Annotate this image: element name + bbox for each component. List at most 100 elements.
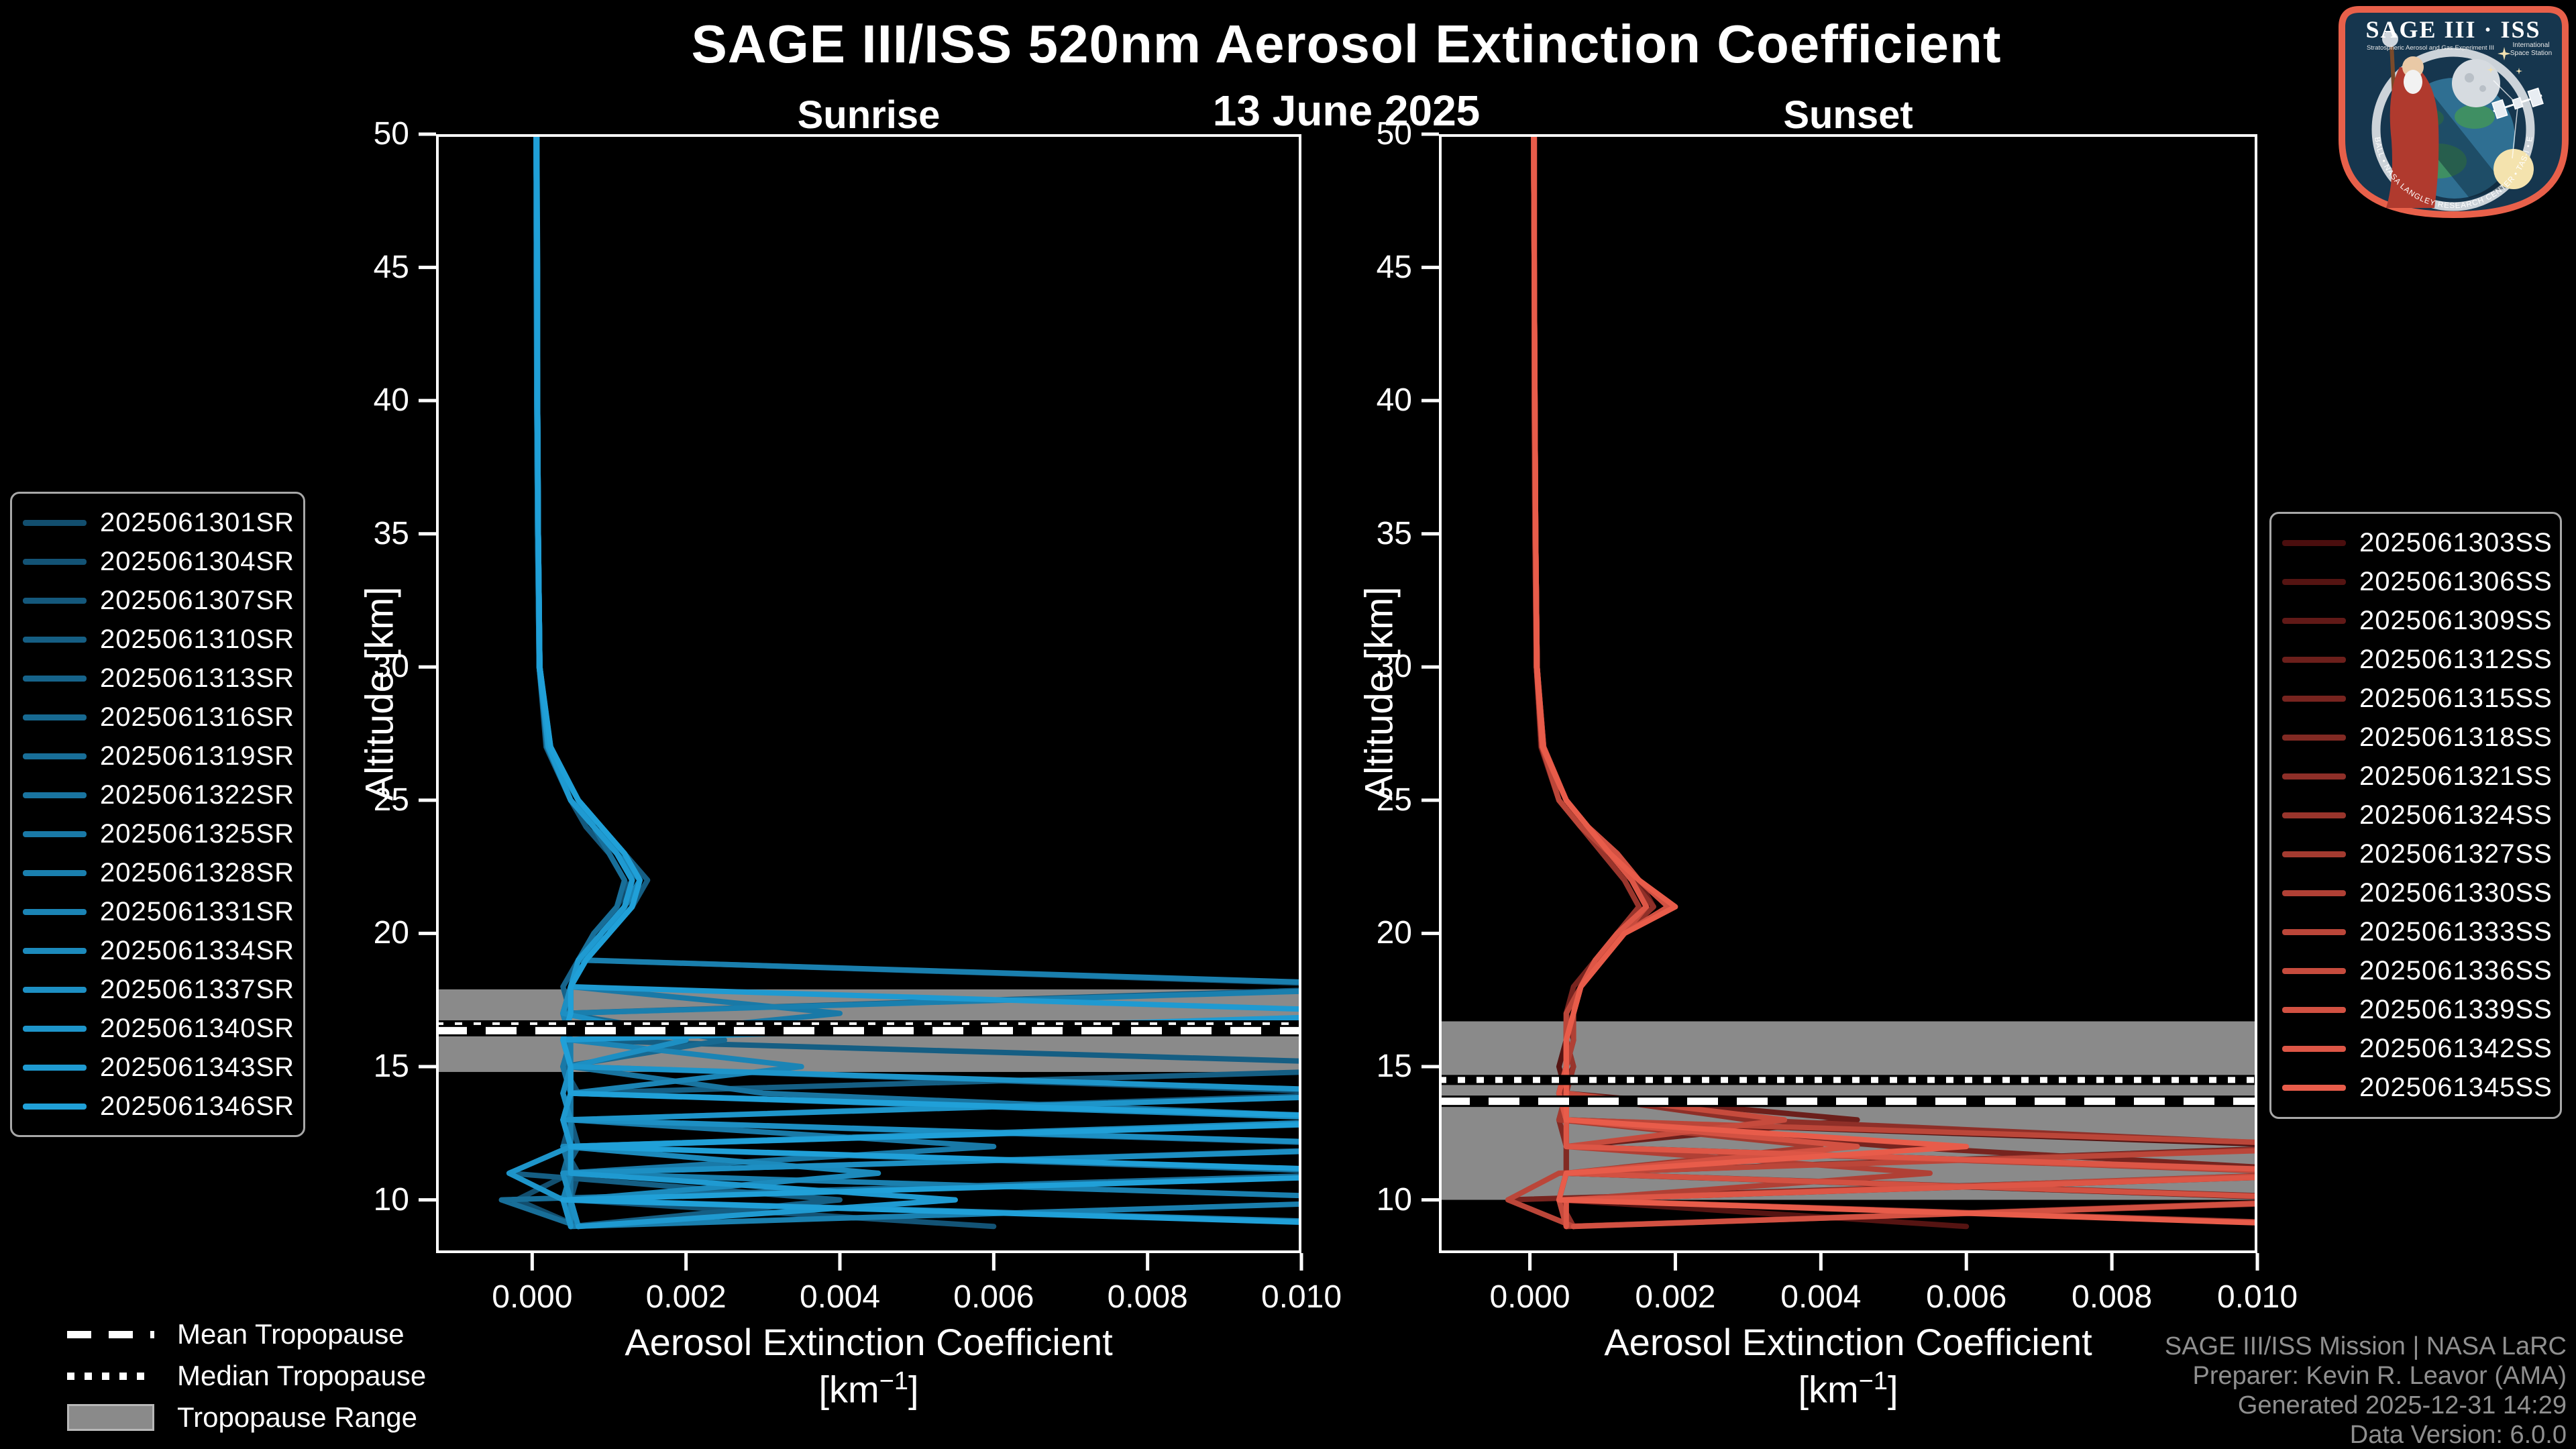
legend-line-swatch — [2282, 539, 2346, 546]
sunrise-panel-title: Sunrise — [797, 93, 941, 137]
tropopause-legend: Mean Tropopause Median Tropopause Tropop… — [67, 1313, 426, 1438]
legend-item-label: 2025061324SS — [2359, 800, 2553, 830]
legend-item-label: 2025061340SR — [100, 1013, 295, 1043]
x-tick-label: 0.010 — [1260, 1279, 1342, 1315]
legend-item-label: 2025061318SS — [2359, 722, 2553, 752]
legend-item-label: 2025061325SR — [100, 818, 295, 849]
legend-line-swatch — [23, 675, 87, 682]
legend-item-label: 2025061321SS — [2359, 761, 2553, 791]
legend-item: 2025061328SR — [12, 853, 303, 892]
legend-line-swatch — [23, 869, 87, 876]
legend-item: 2025061322SR — [12, 775, 303, 814]
unit-open: [km — [1798, 1368, 1859, 1411]
legend-line-swatch — [23, 519, 87, 526]
legend-line-swatch — [23, 1064, 87, 1071]
moon-crater — [2479, 85, 2486, 92]
y-tick-label: 35 — [1376, 515, 1412, 551]
x-tick-label: 0.008 — [1107, 1279, 1188, 1315]
legend-line-swatch — [23, 792, 87, 798]
unit-sup: −1 — [879, 1367, 908, 1395]
logo-title: SAGE III · ISS — [2365, 16, 2540, 43]
y-tick-label: 25 — [373, 782, 409, 818]
legend-item: 2025061340SR — [12, 1009, 303, 1048]
legend-item: 2025061304SR — [12, 542, 303, 581]
legend-item: 2025061313SR — [12, 659, 303, 698]
unit-close: ] — [908, 1368, 919, 1411]
y-tick-label: 15 — [373, 1049, 409, 1084]
y-tick-label: 10 — [1376, 1181, 1412, 1218]
x-tick-label: 0.004 — [1780, 1279, 1862, 1315]
legend-line-swatch — [23, 986, 87, 993]
star — [2498, 47, 2511, 60]
tropopause-range-swatch — [67, 1404, 154, 1431]
sunset-panel-title: Sunset — [1783, 93, 1913, 137]
legend-item-label: 2025061342SS — [2359, 1033, 2553, 1063]
legend-line-swatch — [2282, 1045, 2346, 1052]
legend-item-label: 2025061306SS — [2359, 566, 2553, 596]
logo-subtitle-left: Stratospheric Aerosol and Gas Experiment… — [2367, 44, 2494, 52]
sunrise-xlabel-unit: [km−1] — [818, 1367, 918, 1411]
legend-item: 2025061346SR — [12, 1087, 303, 1126]
legend-item: 2025061336SS — [2271, 951, 2560, 990]
y-tick-label: 25 — [1376, 782, 1412, 818]
unit-open: [km — [818, 1368, 879, 1411]
legend-line-swatch — [23, 830, 87, 837]
x-tick-label: 0.008 — [2072, 1279, 2153, 1315]
legend-item: 2025061342SS — [2271, 1029, 2560, 1068]
legend-item-label: 2025061330SS — [2359, 877, 2553, 908]
legend-item: 2025061334SR — [12, 931, 303, 970]
legend-item: 2025061337SR — [12, 970, 303, 1009]
x-tick-label: 0.010 — [2216, 1279, 2298, 1315]
sunset-xlabel-unit: [km−1] — [1798, 1367, 1898, 1411]
y-tick-label: 45 — [373, 249, 409, 285]
legend-line-swatch — [23, 947, 87, 954]
sunrise-plot-svg — [419, 132, 1303, 1271]
legend-item-label: 2025061339SS — [2359, 994, 2553, 1024]
legend-item: 2025061327SS — [2271, 835, 2560, 873]
y-tick-label: 30 — [1376, 649, 1412, 685]
sage-robe — [2386, 67, 2439, 208]
legend-line-swatch — [23, 1025, 87, 1032]
x-tick-label: 0.002 — [1635, 1279, 1716, 1315]
profile-2025061346SR — [534, 134, 1301, 1226]
legend-line-swatch — [23, 908, 87, 915]
star — [2487, 66, 2495, 73]
legend-item-label: 2025061336SS — [2359, 955, 2553, 985]
legend-line-swatch — [2282, 773, 2346, 780]
legend-line-swatch — [2282, 928, 2346, 935]
credit-block: SAGE III/ISS Mission | NASA LaRC Prepare… — [2165, 1332, 2567, 1449]
tropopause-range-label: Tropopause Range — [177, 1401, 418, 1433]
legend-item-label: 2025061337SR — [100, 974, 295, 1004]
legend-item-label: 2025061328SR — [100, 857, 295, 888]
legend-item: 2025061345SS — [2271, 1068, 2560, 1107]
y-tick-label: 40 — [373, 382, 409, 419]
logo-subtitle-right-2: Space Station — [2510, 50, 2552, 57]
sunset-xlabel: Aerosol Extinction Coefficient — [1604, 1321, 2092, 1363]
legend-line-swatch — [2282, 1084, 2346, 1091]
y-tick-label: 20 — [373, 915, 409, 951]
legend-item: 2025061325SR — [12, 814, 303, 853]
legend-item: 2025061319SR — [12, 737, 303, 775]
page-subtitle: 13 June 2025 — [1212, 87, 1481, 135]
credit-mission: SAGE III/ISS Mission | NASA LaRC — [2164, 1332, 2567, 1360]
legend-item: 2025061303SS — [2271, 523, 2560, 562]
y-tick-label: 15 — [1376, 1049, 1412, 1084]
y-tick-label: 50 — [373, 116, 409, 152]
legend-item: 2025061301SR — [12, 503, 303, 542]
legend-line-swatch — [2282, 734, 2346, 741]
mean-tropopause-swatch — [67, 1330, 154, 1338]
logo-subtitle-right-1: International — [2512, 42, 2549, 49]
sunset-plot-svg — [1421, 132, 2259, 1271]
legend-line-swatch — [2282, 851, 2346, 857]
legend-line-swatch — [23, 714, 87, 720]
legend-item-label: 2025061304SR — [100, 546, 295, 576]
x-tick-label: 0.002 — [645, 1279, 727, 1315]
axes-spines — [436, 134, 1301, 1253]
star — [2516, 68, 2522, 74]
sun — [2493, 149, 2534, 189]
x-tick-label: 0.000 — [1489, 1279, 1570, 1315]
legend-item: 2025061316SR — [12, 698, 303, 737]
legend-item: 2025061307SR — [12, 581, 303, 620]
legend-item: 2025061310SR — [12, 620, 303, 659]
